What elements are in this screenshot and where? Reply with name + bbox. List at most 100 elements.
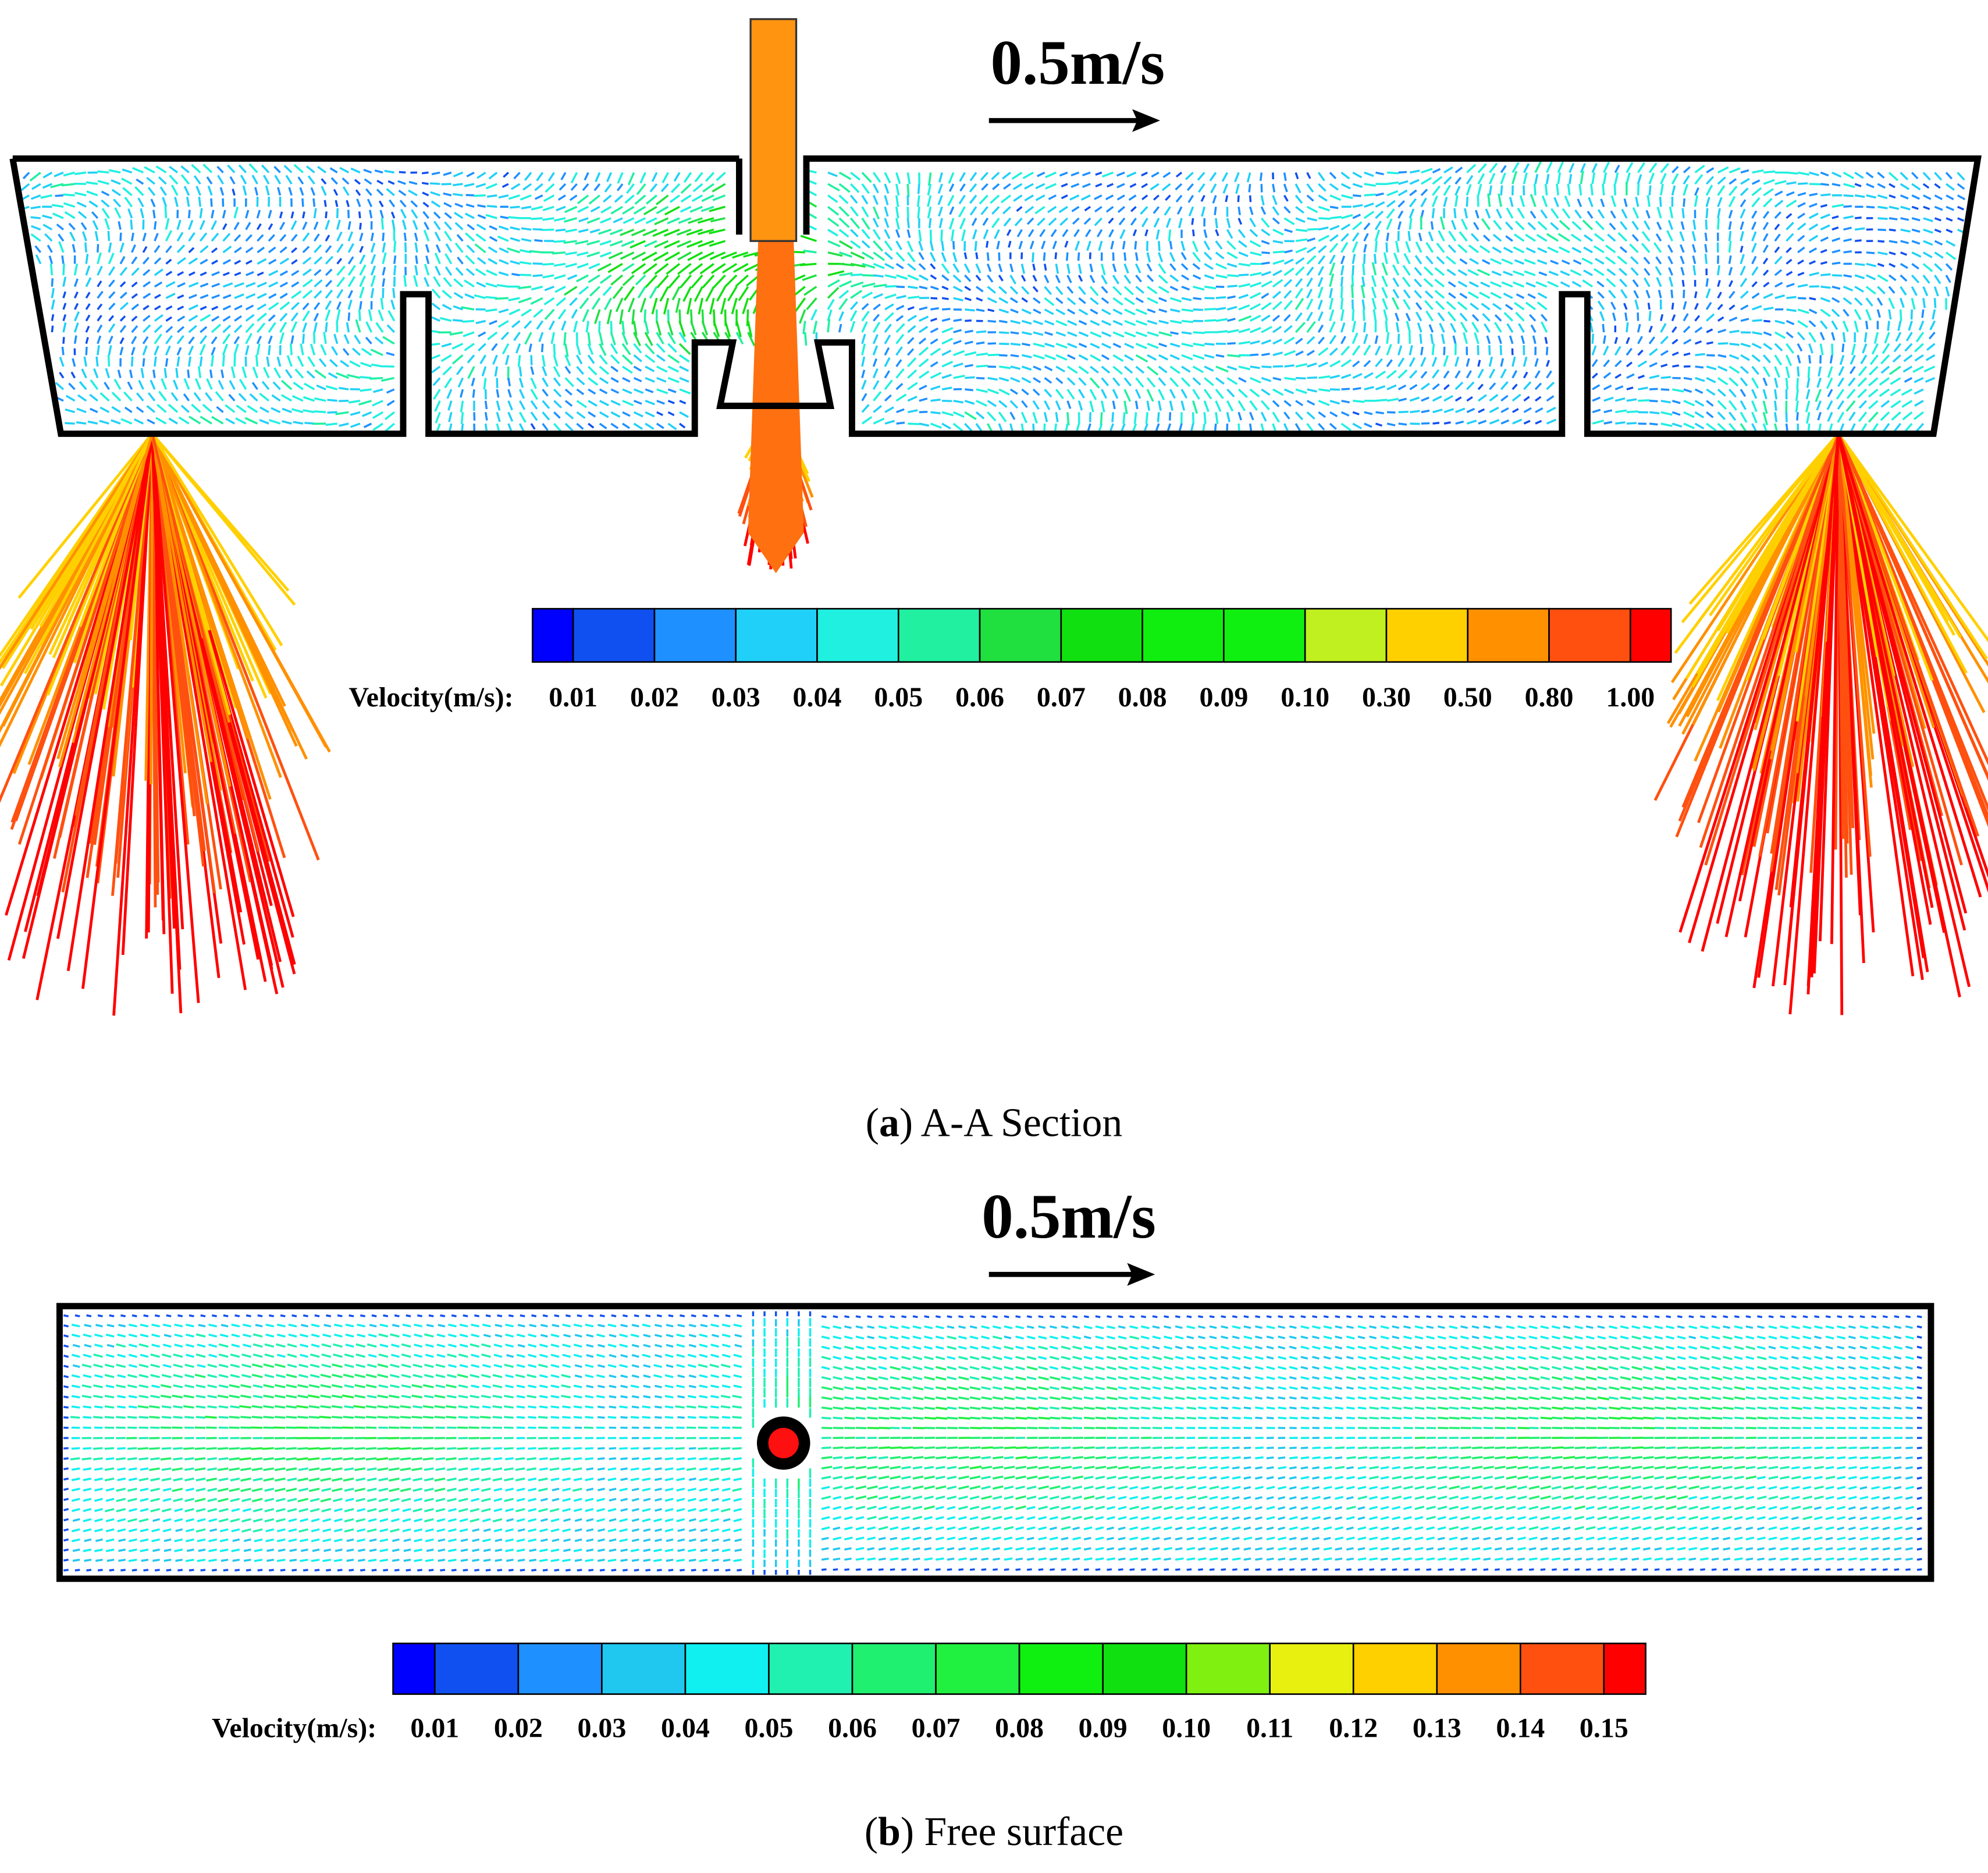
velocity-vector [403,275,407,287]
velocity-vector [81,1363,92,1369]
velocity-vector [1155,229,1160,240]
velocity-vector [901,1356,911,1360]
velocity-vector [210,198,213,207]
velocity-vector [1369,1325,1377,1329]
velocity-vector [1329,234,1339,242]
velocity-vector [483,378,487,390]
velocity-vector [1058,205,1068,214]
velocity-vector [245,304,254,311]
velocity-vector [1340,183,1351,190]
velocity-vector [187,209,191,219]
velocity-vector [1807,366,1811,379]
velocity-vector [1089,275,1096,283]
velocity-vector [279,234,287,242]
velocity-vector [393,240,397,253]
velocity-vector [599,274,612,285]
velocity-vector [336,289,344,299]
velocity-vector [598,1344,605,1348]
velocity-vector [307,175,315,185]
velocity-vector [1227,285,1237,288]
velocity-vector [510,183,521,190]
velocity-vector [688,1353,696,1358]
velocity-vector [138,379,144,390]
velocity-vector [1946,251,1957,261]
velocity-vector [365,188,372,196]
velocity-vector [1112,297,1123,306]
velocity-vector [953,318,962,322]
velocity-vector [1574,1356,1584,1360]
velocity-vector [981,1356,991,1360]
velocity-vector [1015,1356,1025,1360]
velocity-vector [1740,365,1749,374]
velocity-vector [1386,422,1396,427]
velocity-vector [140,368,144,378]
velocity-vector [1654,1325,1663,1330]
velocity-vector [1889,228,1896,232]
velocity-vector [935,1366,947,1371]
velocity-vector [325,245,332,253]
velocity-vector [969,1366,980,1370]
velocity-vector [1209,1356,1218,1360]
velocity-vector [1477,183,1482,196]
velocity-vector [279,282,289,288]
velocity-vector [1284,249,1293,254]
velocity-vector [1460,1345,1469,1350]
velocity-vector [246,282,256,288]
velocity-vector [119,315,126,322]
velocity-vector [1123,275,1132,285]
velocity-vector [941,349,952,356]
velocity-vector [498,194,509,199]
velocity-vector [1546,406,1556,413]
velocity-vector [143,315,151,322]
velocity-vector [996,240,1000,250]
velocity-vector [1414,1325,1424,1330]
velocity-vector [602,286,612,296]
velocity-vector [273,367,282,379]
velocity-vector [930,399,941,402]
velocity-vector [895,207,899,219]
velocity-vector [1209,1315,1215,1318]
velocity-vector [127,1374,137,1378]
velocity-vector [1261,261,1270,265]
velocity-vector [131,244,137,253]
velocity-vector [1186,183,1194,191]
velocity-vector [474,243,486,254]
velocity-vector [302,232,310,242]
velocity-vector [359,286,365,298]
velocity-vector [1796,378,1799,390]
velocity-vector [430,315,440,322]
velocity-vector [1175,1315,1180,1318]
velocity-vector [1706,328,1713,333]
velocity-vector [642,1323,651,1328]
velocity-vector [1494,322,1502,333]
velocity-vector [688,217,703,224]
velocity-vector [293,164,304,173]
velocity-vector [1371,286,1377,298]
velocity-vector [1839,354,1845,365]
velocity-vector [1446,255,1456,265]
velocity-vector [1512,356,1516,367]
velocity-vector [849,194,858,204]
velocity-vector [1409,345,1413,356]
velocity-vector [1923,240,1933,246]
velocity-vector [1146,274,1154,282]
velocity-vector [1357,1325,1367,1330]
velocity-vector [443,202,452,208]
velocity-vector [1453,208,1457,219]
velocity-vector [1756,1335,1766,1340]
velocity-vector [71,1323,80,1328]
velocity-vector [1532,335,1537,344]
velocity-vector [1158,365,1168,374]
velocity-vector [485,308,497,312]
velocity-vector [443,277,453,287]
velocity-vector [146,405,155,413]
velocity-vector [631,309,635,325]
velocity-vector [827,286,840,299]
velocity-vector [677,240,692,248]
velocity-vector [1468,244,1480,254]
velocity-vector [367,1343,377,1348]
velocity-vector [1094,194,1103,200]
velocity-vector [449,331,463,336]
velocity-vector [1534,358,1539,367]
velocity-vector [941,263,950,274]
